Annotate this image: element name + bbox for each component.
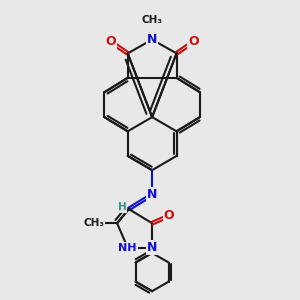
Text: N: N [147,241,157,254]
Text: O: O [105,35,116,48]
Text: CH₃: CH₃ [142,16,163,26]
Text: H: H [118,202,127,212]
Text: N: N [147,33,157,46]
Text: NH: NH [118,243,137,253]
Text: CH₃: CH₃ [83,218,104,228]
Text: N: N [147,188,157,201]
Text: O: O [188,35,199,48]
Text: O: O [164,209,174,222]
